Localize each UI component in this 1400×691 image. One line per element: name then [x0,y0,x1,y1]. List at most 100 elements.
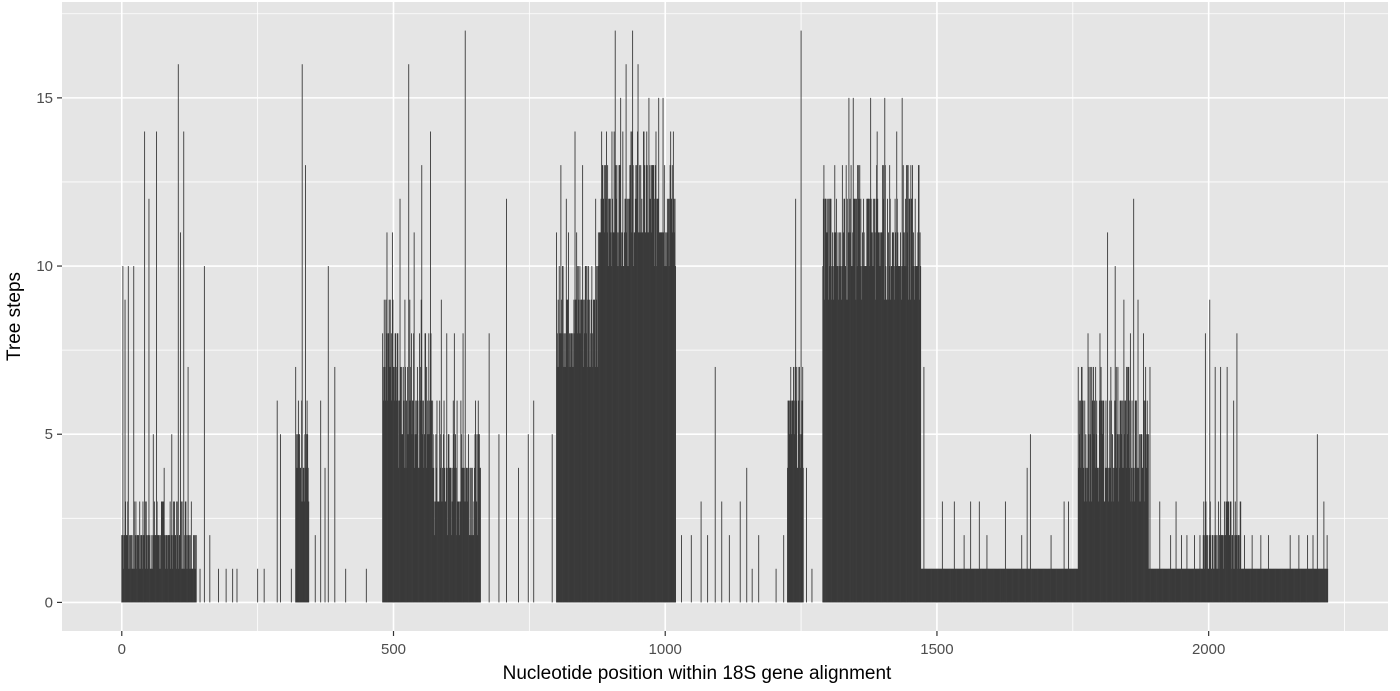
bar [969,568,970,603]
bar [926,568,928,603]
bar [1308,568,1310,603]
bar [1113,467,1115,603]
bar [194,535,196,603]
bar [612,232,614,603]
bar [963,568,965,603]
bar [839,266,841,603]
bar [721,501,723,603]
bar [616,165,618,603]
bar [156,131,158,603]
bar [1320,568,1322,603]
bar [1150,568,1151,603]
bar [585,266,587,603]
bar [1100,400,1101,603]
bar [1157,568,1159,603]
bar [126,535,128,603]
bar [236,568,238,603]
bar [578,333,580,603]
bar [674,198,676,603]
bar [666,198,668,603]
bar [1088,434,1090,603]
bar [1323,568,1325,603]
bar [1006,568,1008,603]
bar [637,64,639,603]
bar [586,266,588,603]
bar [841,266,843,603]
bar [907,165,909,603]
bar [480,467,481,603]
bar [945,568,947,603]
bar [608,198,610,603]
bar [627,198,629,603]
bar [850,165,852,603]
bar [327,266,329,603]
bar [868,198,870,603]
bar [450,467,452,603]
bar [649,165,651,603]
bar [890,266,892,603]
bar [324,467,326,603]
bar [901,97,903,603]
bar [913,232,915,603]
bar [599,232,600,603]
bar [573,299,575,603]
bar [913,266,915,603]
bar [1301,568,1303,603]
bar [1137,299,1139,603]
bar [441,501,443,603]
bar [145,568,147,603]
bar [158,535,160,603]
bar [1229,535,1231,603]
bar [775,568,777,603]
bar [875,299,876,603]
bar [622,266,624,603]
bar [584,266,586,603]
bar [1209,299,1211,603]
bar [459,501,461,603]
bar [1025,568,1027,603]
bar [964,568,966,603]
bar [714,366,716,603]
bar [908,299,910,603]
bar [920,568,922,603]
bar [1044,568,1045,603]
bar [463,467,465,603]
bar [1140,434,1142,603]
bar [1147,434,1149,603]
bar [457,501,459,603]
bar [790,366,792,603]
bar [143,535,145,603]
bar [1203,501,1205,603]
bar [1266,568,1268,603]
bar [789,400,791,603]
bar [993,568,994,603]
bar [1151,568,1153,603]
bar [1296,568,1298,603]
bar [1024,568,1026,603]
bar [606,131,607,603]
bar [1060,568,1062,603]
bar [1283,568,1285,603]
bar [790,434,792,603]
bar [1191,568,1193,603]
bar [984,568,986,603]
bar [1245,568,1247,603]
bar [1295,568,1297,603]
bar [937,568,939,603]
bar [1137,467,1138,603]
bar [1149,366,1151,603]
bar [934,568,936,603]
bar [1231,535,1233,603]
bar [964,568,966,603]
bar [1052,568,1054,603]
bar [826,232,828,603]
bar [650,198,651,603]
bar [1176,568,1178,603]
bar [1123,299,1125,603]
bar [970,501,972,603]
bar [1132,501,1134,603]
bar [624,198,626,603]
bar [971,568,973,603]
bar [1319,568,1321,603]
bar [1276,568,1278,603]
